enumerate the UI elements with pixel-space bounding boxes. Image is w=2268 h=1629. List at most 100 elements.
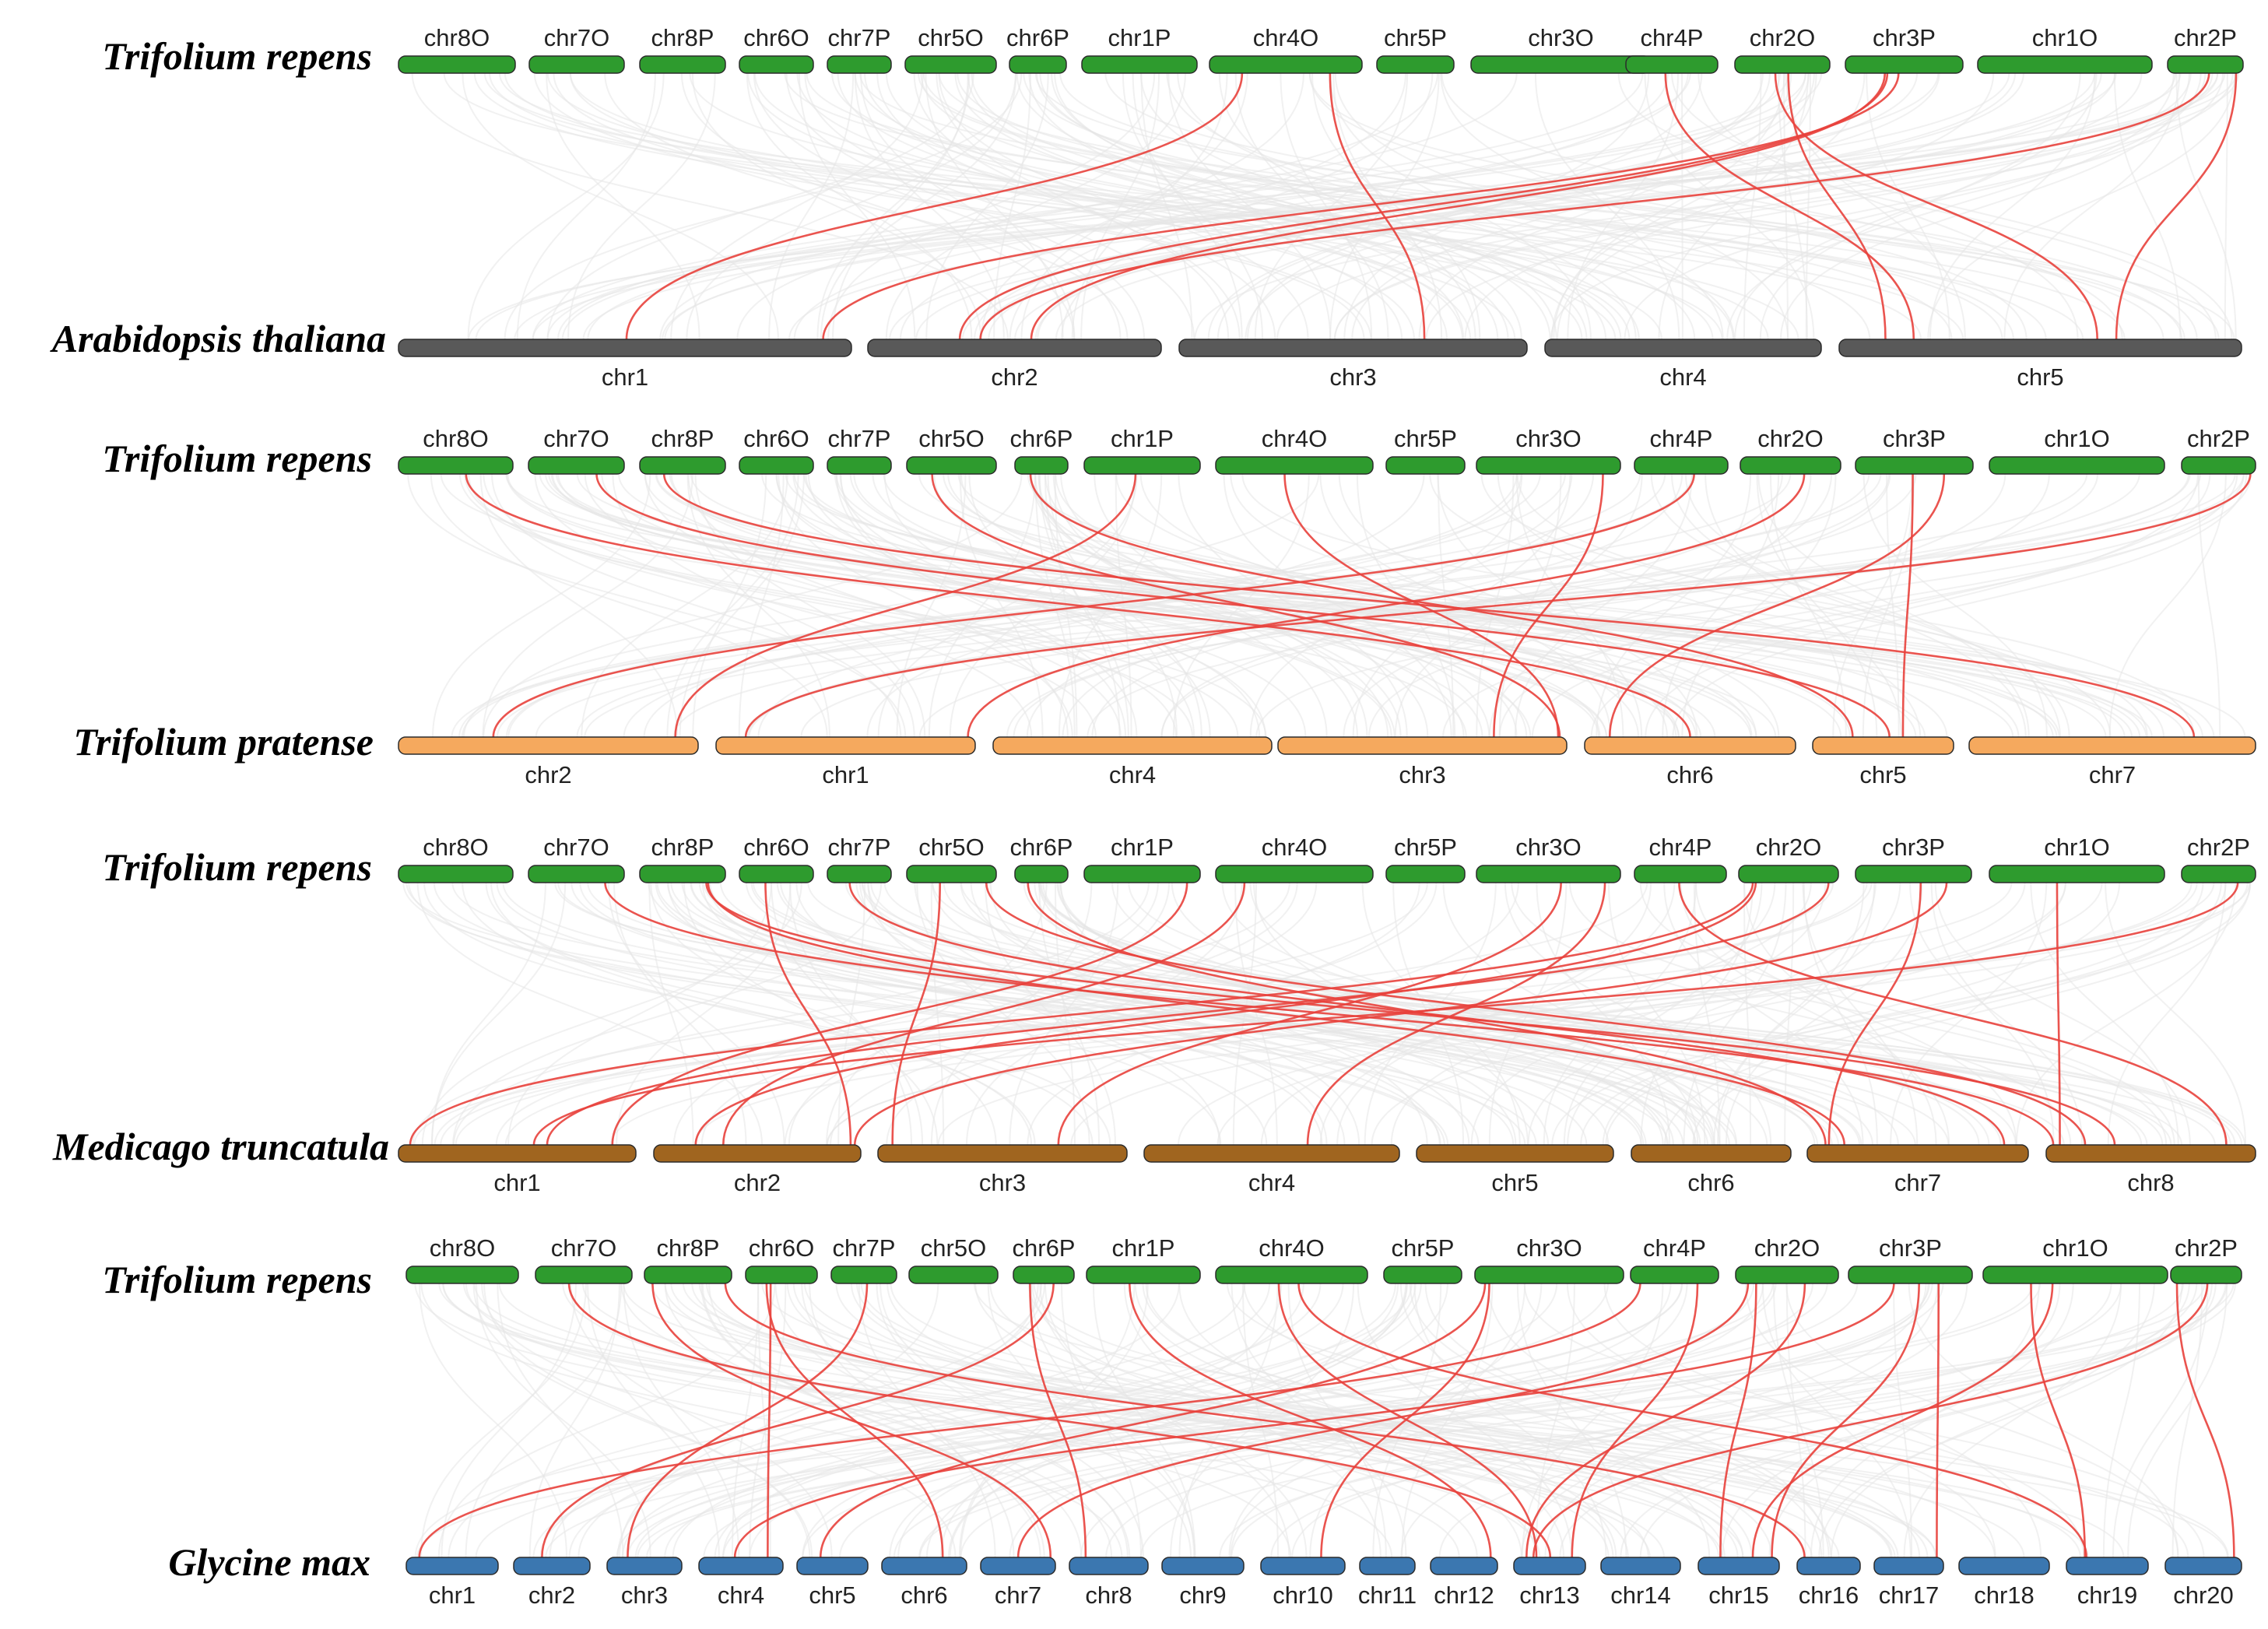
background-link <box>1139 473 1669 738</box>
background-link <box>448 1283 1042 1558</box>
background-link <box>1409 1283 1823 1558</box>
background-link <box>1780 72 2190 340</box>
background-link <box>856 1283 1739 1558</box>
bottom-chromosome-bar-chr8 <box>2045 1144 2256 1163</box>
highlighted-link-chr2O-chr1 <box>967 473 1806 738</box>
background-link <box>1037 882 1701 1146</box>
highlighted-link-chr5O-chr3 <box>931 473 1561 738</box>
background-link <box>438 1283 1937 1558</box>
panel-2-top-species: Trifolium repens <box>102 437 372 480</box>
top-chromosome-bar-chr3O <box>1476 865 1621 883</box>
top-chromosome-bar-chr4O <box>1215 1266 1368 1284</box>
background-link <box>1670 473 2027 738</box>
bottom-chromosome-bar-chr4 <box>698 1557 784 1575</box>
highlighted-link-chr2P-chr1 <box>532 882 2239 1146</box>
top-chromosome-label-chr5P: chr5P <box>1394 425 1457 452</box>
top-chromosome-bar-chr1O <box>1982 1266 2168 1284</box>
background-link <box>1037 473 1202 738</box>
highlighted-link-chr6O-chr6 <box>765 1283 944 1558</box>
top-chromosome-label-chr2O: chr2O <box>1756 834 1821 861</box>
bottom-chromosome-bar-chr20 <box>2164 1557 2242 1575</box>
background-link <box>604 72 1129 340</box>
bottom-chromosome-bar-chr18 <box>1958 1557 2050 1575</box>
top-chromosome-bar-chr6P <box>1014 865 1069 883</box>
background-link <box>1139 72 1557 340</box>
background-link <box>576 473 1870 738</box>
top-chromosome-label-chr4P: chr4P <box>1649 834 1712 861</box>
bottom-chromosome-label-chr16: chr16 <box>1799 1582 1859 1609</box>
top-chromosome-label-chr5O: chr5O <box>918 425 984 452</box>
background-link <box>1645 473 2199 738</box>
top-chromosome-bar-chr4O <box>1215 865 1374 883</box>
background-link <box>1568 882 2168 1146</box>
top-chromosome-label-chr8O: chr8O <box>430 1234 495 1262</box>
panel-4-bottom-species: Glycine max <box>168 1540 370 1584</box>
background-link <box>1487 1283 1830 1558</box>
background-link <box>437 1283 776 1558</box>
top-chromosome-label-chr4O: chr4O <box>1262 834 1327 861</box>
background-link <box>1658 72 1810 340</box>
background-link <box>532 72 2226 340</box>
bottom-chromosome-label-chr17: chr17 <box>1879 1582 1940 1609</box>
top-chromosome-bar-chr7O <box>528 456 625 475</box>
top-chromosome-label-chr3O: chr3O <box>1515 425 1581 452</box>
highlighted-link-chr3P-chr15 <box>1771 1283 1920 1558</box>
background-link <box>1055 72 2102 340</box>
background-link <box>1640 882 1754 1146</box>
background-link <box>1291 1283 2112 1558</box>
top-chromosome-bar-chr5O <box>904 55 997 74</box>
top-chromosome-bar-chr7P <box>827 456 892 475</box>
background-link <box>1234 882 1278 1146</box>
background-link <box>1697 72 2079 340</box>
background-link <box>1929 72 2096 340</box>
background-link <box>1232 882 1257 1146</box>
background-link <box>679 473 805 738</box>
background-link <box>738 473 785 738</box>
top-chromosome-label-chr2O: chr2O <box>1750 24 1815 51</box>
background-link <box>1605 882 2227 1146</box>
background-link <box>993 72 1031 340</box>
background-link <box>475 72 2182 340</box>
bottom-chromosome-label-chr15: chr15 <box>1708 1582 1769 1609</box>
highlighted-link-chr2O-chr5 <box>1787 72 1887 340</box>
bottom-chromosome-label-chr2: chr2 <box>525 761 571 788</box>
bottom-chromosome-label-chr11: chr11 <box>1358 1582 1417 1609</box>
background-link <box>1785 1283 1806 1558</box>
background-link <box>419 1283 567 1558</box>
background-link <box>483 1283 811 1558</box>
background-link <box>534 473 1033 738</box>
bottom-chromosome-label-chr1: chr1 <box>493 1169 540 1196</box>
background-link <box>2113 72 2182 340</box>
background-link <box>1060 1283 1142 1558</box>
background-link <box>666 473 799 738</box>
top-chromosome-bar-chr8O <box>398 55 516 74</box>
background-link <box>2003 72 2181 340</box>
background-link <box>1221 882 1721 1146</box>
background-link <box>830 882 1438 1146</box>
bottom-chromosome-label-chr7: chr7 <box>995 1582 1041 1609</box>
top-chromosome-label-chr5O: chr5O <box>918 834 984 861</box>
highlighted-link-chr5O-chr8 <box>985 882 2087 1146</box>
bottom-chromosome-label-chr3: chr3 <box>979 1169 1026 1196</box>
background-link <box>1255 473 2245 738</box>
background-link <box>915 72 2219 340</box>
background-link <box>416 882 764 1146</box>
background-link <box>1743 882 1752 1146</box>
highlighted-collinear-links <box>409 72 2252 1558</box>
background-link <box>805 473 1532 738</box>
highlighted-link-chr6P-chr2 <box>541 1283 1055 1558</box>
background-link <box>1516 1283 1627 1558</box>
bottom-chromosome-label-chr6: chr6 <box>1687 1169 1734 1196</box>
bottom-chromosome-bar-chr4 <box>992 736 1273 755</box>
background-link <box>1777 72 1808 340</box>
background-link <box>827 72 1156 340</box>
top-chromosome-label-chr6O: chr6O <box>749 1234 814 1262</box>
bottom-chromosome-label-chr5: chr5 <box>1491 1169 1538 1196</box>
bottom-chromosome-bar-chr6 <box>1631 1144 1792 1163</box>
highlighted-link-chr2O-chr13 <box>1525 1283 1806 1558</box>
panel-3-top-species: Trifolium repens <box>102 845 372 889</box>
bottom-chromosome-label-chr7: chr7 <box>2089 761 2136 788</box>
bottom-chromosome-bar-chr11 <box>1359 1557 1416 1575</box>
bottom-chromosome-bar-chr14 <box>1600 1557 1681 1575</box>
background-link <box>507 882 773 1146</box>
